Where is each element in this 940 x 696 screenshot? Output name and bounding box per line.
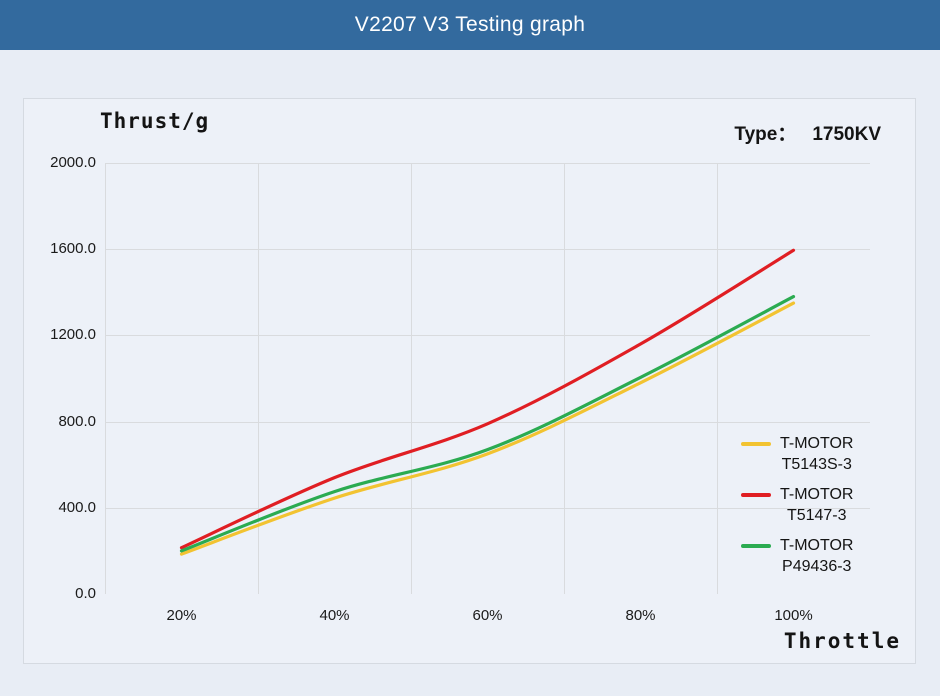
legend-item: T-MOTOR T5147-3 (741, 484, 853, 526)
legend-label-line: T-MOTOR (780, 435, 854, 452)
legend-label-line: T5143S-3 (781, 456, 852, 473)
x-tick-label: 40% (319, 607, 350, 624)
title-bar: V2207 V3 Testing graph (0, 0, 940, 50)
legend-swatch-icon (741, 442, 771, 446)
legend-swatch-icon (741, 493, 771, 497)
series-line-t-motor-p49436-3 (179, 295, 796, 553)
y-axis-ticks: 2000.0 1600.0 1200.0 800.0 400.0 0.0 (24, 154, 96, 602)
legend-label-line: T5147-3 (786, 507, 847, 524)
line-chart (105, 163, 870, 594)
legend-label: T-MOTOR P49436-3 (780, 535, 853, 577)
x-tick-label: 80% (625, 607, 656, 624)
series-line-t-motor-t5147-3 (179, 248, 796, 550)
y-tick-label: 400.0 (58, 498, 96, 516)
legend-label-line: T-MOTOR (780, 537, 854, 554)
legend-item: T-MOTOR T5143S-3 (741, 433, 853, 475)
legend: T-MOTOR T5143S-3 T-MOTOR T5147-3 T-MOTOR P494… (741, 433, 853, 586)
legend-label-line: P49436-3 (782, 558, 852, 575)
x-tick-label: 60% (472, 607, 503, 624)
legend-item: T-MOTOR P49436-3 (741, 535, 853, 577)
x-tick-label: 20% (166, 607, 197, 624)
y-tick-label: 800.0 (58, 412, 96, 430)
legend-label: T-MOTOR T5143S-3 (780, 433, 853, 475)
x-axis-ticks: 20% 40% 60% 80% 100% (105, 607, 870, 627)
chart-card: Thrust/g Type： 1750KV 2000.0 1600.0 1200.0 8… (23, 98, 916, 664)
legend-label: T-MOTOR T5147-3 (780, 484, 853, 526)
page-title: V2207 V3 Testing graph (354, 13, 586, 36)
y-tick-label: 0.0 (75, 585, 96, 602)
y-tick-label: 1200.0 (50, 326, 96, 344)
x-axis-title: Throttle (783, 629, 901, 653)
legend-label-line: T-MOTOR (780, 486, 854, 503)
motor-type: Type： 1750KV (734, 119, 881, 146)
type-value: 1750KV (812, 124, 881, 145)
y-tick-label: 1600.0 (50, 240, 96, 258)
x-tick-label: 100% (774, 607, 813, 624)
series-line-t-motor-t5143s-3 (179, 301, 796, 556)
legend-swatch-icon (741, 544, 771, 548)
y-axis-title: Thrust/g (100, 109, 210, 133)
plot-area: T-MOTOR T5143S-3 T-MOTOR T5147-3 T-MOTOR P494… (105, 163, 870, 594)
y-tick-label: 2000.0 (50, 154, 96, 171)
type-label: Type： (734, 124, 797, 145)
